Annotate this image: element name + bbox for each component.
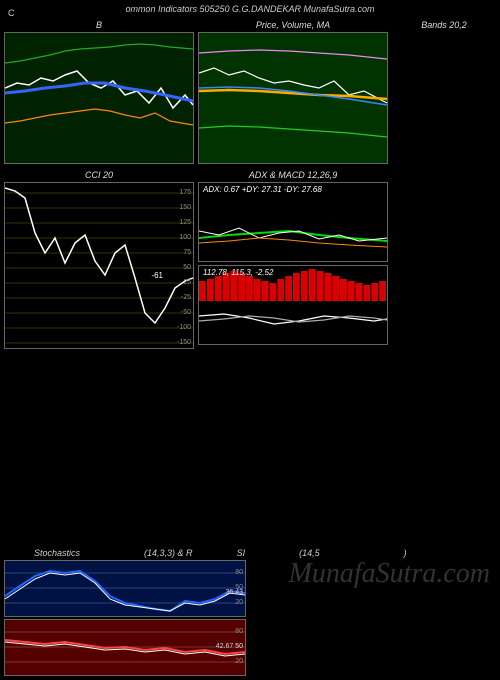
adx-values: ADX: 0.67 +DY: 27.31 -DY: 27.68 (203, 185, 322, 194)
stoch-tick: 20 (235, 599, 243, 606)
cci-tick: -50 (181, 309, 191, 316)
panel-a-title: B (4, 18, 194, 32)
panel-bollinger: B (4, 18, 194, 164)
stoch-title: Stochastics (14,3,3) & R SI (14,5 ) (4, 546, 496, 560)
stoch-label-d: (14,5 (299, 548, 320, 558)
stoch-label-a: Stochastics (34, 548, 80, 558)
stochastics-section: Stochastics (14,3,3) & R SI (14,5 ) 8050… (0, 546, 500, 680)
cci-tick: 150 (179, 204, 191, 211)
stoch-chart-1: 805020 36.43 (4, 560, 246, 617)
cci-tick: 25 (183, 279, 191, 286)
macd-values: 112.78, 115.3, -2.52 (203, 268, 273, 277)
stoch-tick: 80 (235, 569, 243, 576)
cci-tick: 50 (183, 264, 191, 271)
stoch2-end: 42.67 50 (216, 643, 243, 650)
stoch-tick: 20 (235, 658, 243, 665)
panel-a-chart (4, 32, 194, 164)
cci-tick: 75 (183, 249, 191, 256)
macd-chart: 112.78, 115.3, -2.52 (198, 265, 388, 345)
cci-tick: -150 (177, 339, 191, 346)
panel-adx-macd: ADX & MACD 12,26,9 ADX: 0.67 +DY: 27.31 … (198, 168, 388, 349)
header-left: C (8, 8, 15, 18)
stoch-label-b: (14,3,3) & R (144, 548, 193, 558)
page-header: C ommon Indicators 505250 G.G.DANDEKAR M… (0, 0, 500, 18)
panel-b-title: Price, Volume, MA (198, 18, 388, 32)
stoch1-end: 36.43 (225, 589, 243, 596)
header-main: ommon Indicators 505250 G.G.DANDEKAR Mun… (125, 4, 374, 14)
cci-tick: -100 (177, 324, 191, 331)
stoch-label-c: SI (237, 548, 246, 558)
cci-tick: 125 (179, 219, 191, 226)
cci-chart: 175 150 125 100 75 50 25 -25 -50 -100 -150 -61 (4, 182, 194, 349)
panel-cci: CCI 20 175 150 125 100 75 50 25 -25 -50 -100 -150 … (4, 168, 194, 349)
cci-tick: -25 (181, 294, 191, 301)
cci-tick: 100 (179, 234, 191, 241)
adx-macd-title: ADX & MACD 12,26,9 (198, 168, 388, 182)
adx-chart: ADX: 0.67 +DY: 27.31 -DY: 27.68 (198, 182, 388, 262)
panel-price: Price, Volume, MA (198, 18, 388, 164)
panel-b-chart (198, 32, 388, 164)
chart-grid: B Price, Volume, MA Bands 20,2 CCI 20 17… (0, 18, 500, 349)
cci-value-label: -61 (151, 271, 163, 280)
stoch-label-e: ) (404, 548, 407, 558)
panel-right-label: Bands 20,2 (392, 18, 496, 164)
cci-tick: 175 (179, 189, 191, 196)
stoch-tick: 80 (235, 628, 243, 635)
cci-title: CCI 20 (4, 168, 194, 182)
bands-label: Bands 20,2 (392, 18, 496, 32)
stoch-chart-2: 805020 42.67 50 (4, 619, 246, 676)
